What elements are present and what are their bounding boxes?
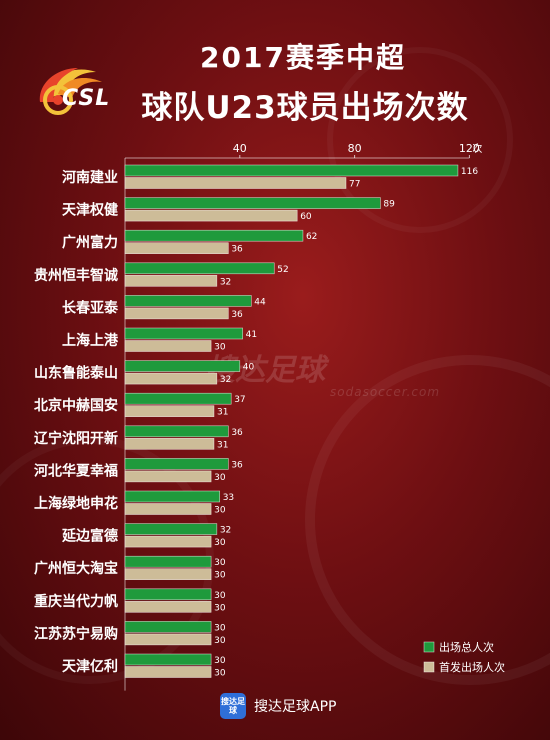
bar-total: [124, 490, 221, 503]
data-label: 41: [246, 330, 257, 340]
category-label: 上海绿地申花: [34, 495, 118, 512]
x-tick-label: 80: [348, 142, 362, 155]
category-label: 广州恒大淘宝: [34, 560, 118, 577]
bar-starts: [124, 535, 212, 548]
bar-total: [124, 327, 243, 340]
data-label: 30: [214, 623, 226, 633]
bar-starts: [124, 307, 229, 320]
bar-starts: [124, 666, 212, 678]
bar-starts: [124, 600, 212, 613]
data-label: 31: [217, 408, 228, 418]
data-label: 30: [214, 636, 226, 646]
data-label: 31: [217, 440, 228, 450]
data-label: 30: [214, 506, 226, 516]
data-label: 40: [243, 363, 255, 373]
category-label: 长春亚泰: [62, 299, 119, 316]
data-label: 30: [214, 538, 226, 548]
category-label: 上海上港: [62, 332, 119, 349]
data-label: 30: [214, 603, 226, 613]
bar-total: [124, 262, 275, 275]
data-label: 52: [277, 265, 288, 275]
data-label: 30: [214, 343, 226, 353]
category-label: 山东鲁能泰山: [34, 365, 118, 382]
category-label: 北京中赫国安: [34, 397, 118, 414]
watermark-url: sodasoccer.com: [330, 385, 441, 399]
x-tick-label: 120: [459, 142, 480, 155]
bar-total: [124, 458, 229, 470]
data-label: 30: [214, 591, 226, 601]
data-label: 33: [223, 493, 234, 503]
data-label: 36: [231, 428, 243, 438]
legend-swatch: [423, 641, 435, 653]
bar-total: [124, 555, 212, 568]
category-label: 河南建业: [62, 169, 118, 186]
bar-total: [124, 523, 218, 535]
category-label: 延边富德: [61, 528, 118, 545]
bar-total: [124, 164, 459, 177]
category-label: 江苏苏宁易购: [34, 625, 118, 642]
data-label: 36: [231, 310, 243, 320]
data-label: 37: [234, 395, 245, 405]
category-label: 天津权健: [62, 202, 118, 219]
data-label: 116: [461, 167, 478, 177]
bar-starts: [124, 633, 212, 646]
data-label: 44: [254, 297, 266, 307]
legend-label: 出场总人次: [439, 640, 494, 654]
bar-total: [124, 621, 212, 633]
data-label: 77: [349, 180, 360, 190]
bar-starts: [124, 274, 218, 287]
data-label: 60: [300, 212, 312, 222]
bar-starts: [124, 405, 215, 418]
x-axis-unit: 次: [472, 142, 482, 155]
data-label: 30: [214, 656, 226, 666]
bar-total: [124, 197, 381, 209]
bar-starts: [124, 340, 212, 352]
csl-logo: [39, 68, 102, 115]
logo-text: CSL: [62, 86, 111, 111]
bar-total: [124, 653, 212, 666]
data-label: 30: [214, 558, 226, 568]
category-label: 河北华夏幸福: [34, 462, 118, 479]
category-label: 天津亿利: [62, 658, 118, 675]
category-label: 重庆当代力帆: [34, 593, 118, 610]
data-label: 32: [220, 526, 231, 536]
bar-starts: [124, 568, 212, 581]
data-label: 30: [214, 669, 226, 679]
bar-starts: [124, 437, 215, 450]
app-name: 搜达足球APP: [254, 699, 337, 715]
data-label: 30: [214, 571, 226, 581]
data-label: 36: [231, 460, 243, 470]
app-icon: 搜达足球: [220, 693, 246, 719]
category-label: 辽宁沈阳开新: [34, 430, 118, 447]
bar-total: [124, 229, 304, 242]
bar-starts: [124, 503, 212, 515]
data-label: 36: [231, 245, 243, 255]
category-label: 贵州恒丰智诚: [34, 267, 118, 284]
category-label: 广州富力: [62, 234, 118, 251]
bar-starts: [124, 470, 212, 483]
bar-starts: [124, 242, 229, 254]
data-label: 32: [220, 375, 231, 385]
chart-title-line1: 2017赛季中超: [200, 41, 406, 74]
bar-total: [124, 425, 229, 438]
data-label: 62: [306, 232, 317, 242]
bar-starts: [124, 209, 298, 222]
chart-title-line2: 球队U23球员出场次数: [141, 90, 469, 126]
data-label: 89: [383, 200, 395, 210]
bar-total: [124, 360, 241, 372]
footer: 搜达足球 搜达足球APP: [220, 693, 336, 719]
data-label: 30: [214, 473, 226, 483]
legend-swatch: [423, 661, 435, 673]
bar-total: [124, 588, 212, 601]
data-label: 32: [220, 277, 231, 287]
bar-total: [124, 392, 232, 405]
bar-starts: [124, 372, 218, 385]
x-tick-label: 40: [233, 142, 247, 155]
legend-label: 首发出场人次: [439, 660, 505, 674]
bar-total: [124, 295, 252, 307]
bar-starts: [124, 177, 347, 189]
